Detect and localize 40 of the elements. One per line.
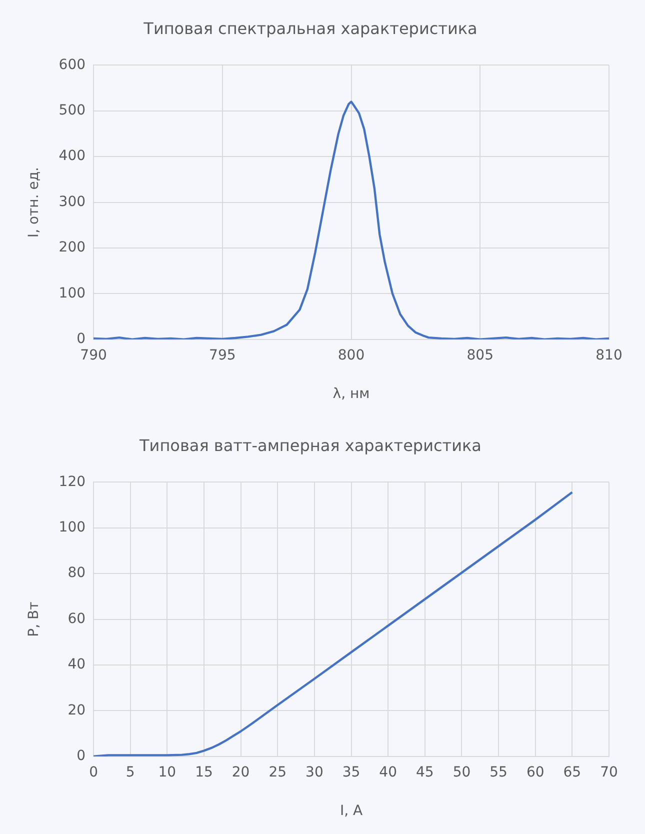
x-tick-label: 15 xyxy=(195,764,213,780)
x-tick-label: 25 xyxy=(268,764,287,780)
chart-title: Типовая спектральная характеристика xyxy=(142,18,478,38)
y-tick-label: 0 xyxy=(76,331,86,348)
y-tick-label: 120 xyxy=(58,474,86,490)
x-tick-label: 0 xyxy=(89,764,98,780)
x-tick-label: 60 xyxy=(526,764,544,780)
y-tick-label: 80 xyxy=(68,565,86,582)
y-tick-label: 200 xyxy=(58,240,86,256)
chart-title: Типовая ватт-амперная характеристика xyxy=(138,436,482,455)
y-tick-label: 60 xyxy=(68,610,86,627)
x-tick-label: 30 xyxy=(306,764,324,780)
x-tick-label: 35 xyxy=(342,764,360,780)
y-tick-label: 100 xyxy=(58,520,86,536)
x-tick-label: 65 xyxy=(563,764,582,780)
x-tick-label: 805 xyxy=(466,347,494,364)
y-tick-label: 300 xyxy=(58,194,86,210)
x-tick-label: 55 xyxy=(490,764,508,780)
x-tick-label: 10 xyxy=(158,764,176,780)
x-tick-label: 790 xyxy=(80,347,107,364)
x-tick-label: 45 xyxy=(416,764,434,780)
y-tick-label: 100 xyxy=(58,285,86,302)
y-tick-label: 0 xyxy=(76,748,86,764)
x-axis-title: λ, нм xyxy=(332,386,370,402)
x-tick-label: 810 xyxy=(596,347,622,364)
x-axis-title: I, А xyxy=(340,803,363,820)
x-tick-label: 40 xyxy=(379,764,397,780)
x-tick-label: 50 xyxy=(452,764,471,780)
x-tick-label: 5 xyxy=(126,764,135,780)
y-axis-title: P, Вт xyxy=(26,602,42,637)
y-tick-label: 500 xyxy=(58,102,86,119)
x-tick-label: 800 xyxy=(338,347,365,364)
x-tick-label: 795 xyxy=(209,347,236,364)
y-tick-label: 20 xyxy=(68,702,86,718)
x-tick-label: 20 xyxy=(232,764,250,780)
x-tick-label: 70 xyxy=(600,764,618,780)
y-tick-label: 600 xyxy=(58,56,86,73)
y-tick-label: 400 xyxy=(58,148,86,164)
y-tick-label: 40 xyxy=(68,656,86,673)
y-axis-title: I, отн. ед. xyxy=(26,167,42,238)
